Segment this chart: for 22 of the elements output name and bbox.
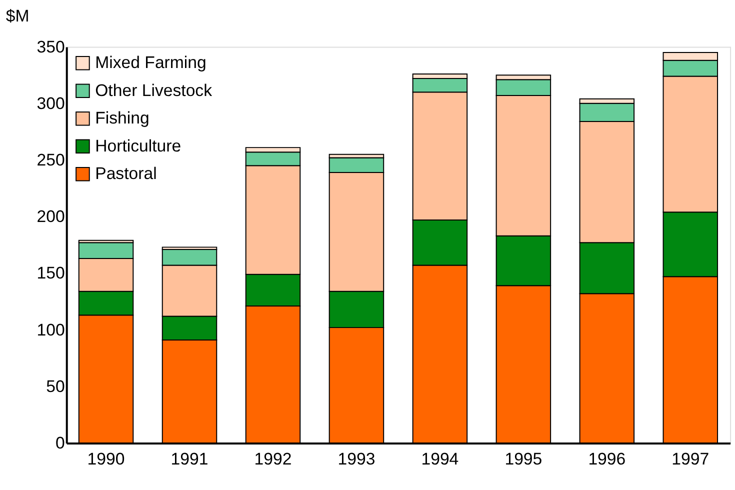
legend-label: Pastoral [95,164,157,184]
x-tick-label: 1996 [588,449,626,468]
x-tick-label: 1994 [421,449,459,468]
y-tick-label: 350 [36,37,65,56]
x-tick-label: 1992 [254,449,292,468]
x-tick-label: 1991 [170,449,208,468]
x-tick-label: 1995 [504,449,542,468]
y-tick-label: 250 [36,150,65,170]
y-axis-title: $M [6,6,30,26]
y-tick-label: 200 [36,207,65,226]
y-tick-label: 100 [36,320,65,340]
y-tick-label: 0 [56,433,65,452]
legend-label: Mixed Farming [95,53,206,72]
y-tick-label: 50 [46,376,65,396]
y-tick-label: 150 [36,264,65,283]
x-tick-label: 1993 [338,449,376,468]
legend-label: Horticulture [95,136,182,156]
legend-label: Fishing [95,108,150,128]
x-tick-label: 1990 [87,449,125,468]
x-tick-label: 1997 [672,449,710,468]
y-tick-label: 300 [36,94,65,113]
legend-label: Other Livestock [95,80,213,100]
